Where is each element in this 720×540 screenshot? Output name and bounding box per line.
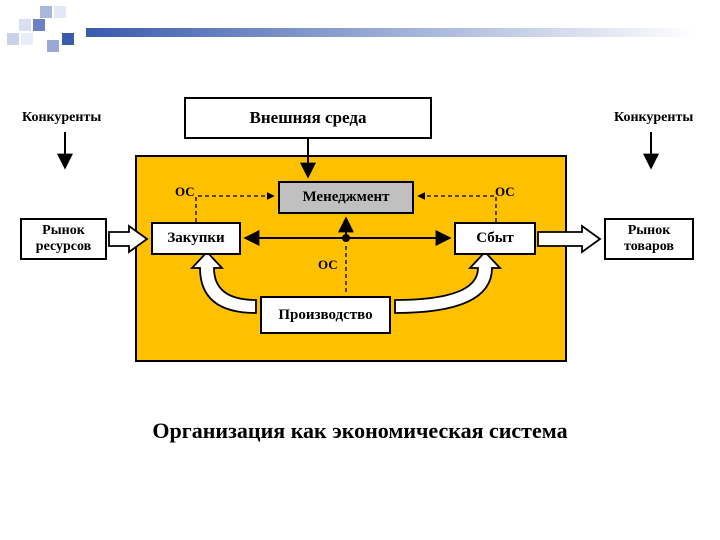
resource-market-label: Рынок ресурсов [36, 223, 91, 255]
arrow-resmkt-proc [109, 226, 147, 252]
sales-label: Сбыт [476, 230, 514, 247]
arrow-prod-sales [395, 252, 500, 313]
procurement-box: Закупки [151, 222, 241, 255]
management-box: Менеджмент [278, 181, 414, 214]
competitors-right-label: Конкуренты [614, 110, 693, 126]
os-left-path [196, 196, 274, 222]
arrows-overlay [0, 0, 720, 540]
arrow-prod-proc [192, 252, 256, 313]
diagram-title: Организация как экономическая система [0, 418, 720, 444]
goods-market-label: Рынок товаров [624, 223, 674, 255]
procurement-label: Закупки [167, 230, 224, 247]
sales-box: Сбыт [454, 222, 536, 255]
resource-market-box: Рынок ресурсов [20, 218, 107, 260]
arrow-sales-goodsmkt [538, 226, 600, 252]
goods-market-box: Рынок товаров [604, 218, 694, 260]
management-label: Менеджмент [302, 189, 389, 206]
external-environment-label: Внешняя среда [250, 108, 367, 128]
production-box: Производство [260, 296, 391, 334]
external-environment-box: Внешняя среда [184, 97, 432, 139]
os-left-label: ОС [175, 184, 195, 200]
os-right-path [418, 196, 496, 222]
os-bottom-label: ОС [318, 257, 338, 273]
production-label: Производство [278, 307, 372, 324]
os-right-label: ОС [495, 184, 515, 200]
competitors-left-label: Конкуренты [22, 110, 101, 126]
